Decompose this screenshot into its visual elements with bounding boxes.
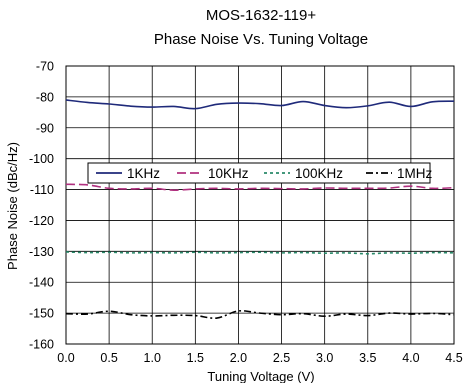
y-tick-label: -80 — [36, 90, 54, 104]
y-tick-label: -130 — [29, 245, 54, 259]
x-tick-label: 0.0 — [57, 351, 74, 365]
y-tick-label: -110 — [30, 183, 54, 197]
y-tick-label: -90 — [36, 121, 54, 135]
legend-label-1khz: 1KHz — [127, 166, 160, 181]
x-tick-label: 3.5 — [359, 351, 376, 365]
y-tick-label: -100 — [29, 152, 54, 166]
chart-title: MOS-1632-119+ — [206, 7, 316, 24]
legend-label-100khz: 100KHz — [295, 166, 343, 181]
x-tick-label: 1.0 — [144, 351, 161, 365]
x-tick-label: 0.5 — [100, 351, 117, 365]
y-axis-ticks: -70 -80 -90 -100 -110 -120 -130 -140 -150 -160 — [29, 60, 54, 352]
x-tick-label: 3.0 — [316, 351, 333, 365]
y-tick-label: -160 — [29, 338, 54, 352]
plot-area — [65, 65, 455, 345]
legend-label-10khz: 10KHz — [208, 166, 249, 181]
series-line-1khz — [65, 99, 455, 110]
series-lines — [65, 99, 455, 319]
x-tick-label: 4.0 — [402, 351, 419, 365]
y-axis-label: Phase Noise (dBc/Hz) — [5, 142, 20, 270]
y-tick-label: -70 — [36, 60, 54, 74]
x-axis-ticks: 0.0 0.5 1.0 1.5 2.0 2.5 3.0 3.5 4.0 4.5 — [57, 351, 462, 365]
y-tick-label: -120 — [29, 214, 54, 228]
chart-subtitle: Phase Noise Vs. Tuning Voltage — [154, 31, 368, 48]
series-line-100khz — [65, 251, 455, 255]
legend-box — [87, 162, 431, 184]
legend: 1KHz 10KHz 100KHz 1MHz — [87, 162, 433, 184]
x-tick-label: 2.5 — [273, 351, 290, 365]
y-tick-label: -140 — [29, 276, 54, 290]
series-line-1mhz — [65, 309, 455, 319]
x-axis-label: Tuning Voltage (V) — [207, 369, 314, 383]
x-tick-label: 4.5 — [445, 351, 462, 365]
x-tick-label: 2.0 — [230, 351, 247, 365]
plot-frame — [65, 65, 455, 345]
y-tick-label: -150 — [29, 307, 54, 321]
legend-label-1mhz: 1MHz — [397, 166, 433, 181]
x-tick-label: 1.5 — [187, 351, 204, 365]
